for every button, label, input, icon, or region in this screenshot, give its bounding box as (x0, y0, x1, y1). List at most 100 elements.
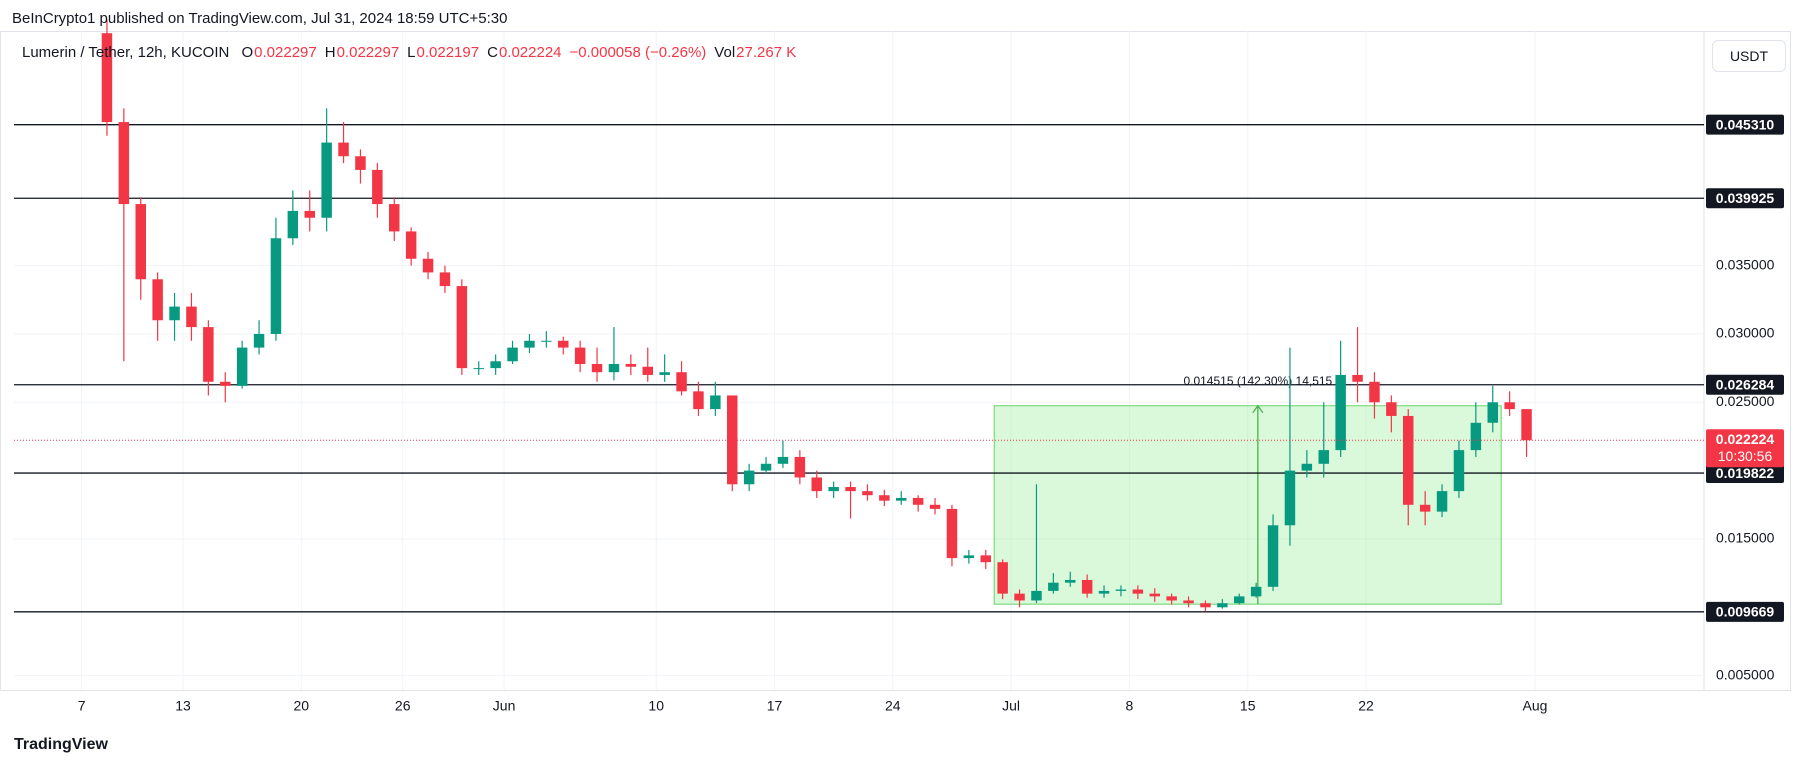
candle-body (1521, 409, 1532, 441)
level-label: 0.009669 (1716, 604, 1775, 620)
candle-body (963, 555, 975, 559)
candle-body (1250, 586, 1262, 597)
candle-body (169, 306, 180, 321)
x-tick-label: 10 (648, 698, 664, 714)
legend-value: −0.000058 (−0.26%) (569, 44, 707, 61)
candle-body (1318, 450, 1329, 464)
candle-body (321, 142, 332, 218)
candle-body (1234, 596, 1245, 604)
candle-body (1335, 374, 1346, 451)
symbol: Lumerin / Tether, 12h, KUCOIN (22, 44, 230, 61)
candle-body (625, 364, 637, 367)
x-tick-label: 24 (885, 698, 901, 714)
candle-body (456, 286, 468, 369)
legend-key: H (324, 44, 336, 61)
candle-body (405, 231, 417, 259)
candle-body (220, 381, 231, 386)
x-tick-label: 15 (1240, 698, 1256, 714)
measure-arrow-head (1252, 404, 1264, 414)
candle-body (896, 497, 907, 501)
level-label-bg (1706, 188, 1784, 209)
candle-body (253, 333, 265, 348)
y-tick-label: 0.025000 (1716, 393, 1775, 409)
measure-box (993, 405, 1502, 605)
legend-key: C (487, 44, 498, 61)
footer-logo: TradingView (14, 736, 108, 753)
legend-value: 0.022197 (416, 44, 480, 61)
candle-body (794, 456, 806, 478)
ohlc-legend: Lumerin / Tether, 12h, KUCOIN O 0.022297 H… (22, 44, 804, 61)
candle-body (422, 258, 434, 273)
candle-body (558, 340, 569, 348)
candle-body (1487, 402, 1498, 423)
candle-body (101, 33, 113, 123)
candle-body (1217, 603, 1228, 608)
candle-body (574, 347, 586, 365)
candle-body (929, 504, 941, 509)
candle-body (118, 122, 130, 205)
candle-body (1115, 589, 1127, 591)
x-tick-label: 20 (294, 698, 310, 714)
x-tick-label: Aug (1523, 698, 1548, 714)
candle-body (1031, 590, 1042, 601)
level-label-bg (1706, 114, 1784, 135)
candle-body (879, 495, 890, 501)
level-label: 0.019822 (1716, 465, 1775, 481)
x-tick-label: 13 (175, 698, 191, 714)
candle-body (287, 210, 299, 239)
candle-body (1352, 374, 1363, 382)
candle-body (828, 487, 839, 492)
candle-body (1419, 504, 1431, 512)
candle-body (355, 156, 366, 170)
candle-body (186, 306, 197, 328)
candle-body (980, 555, 991, 563)
candle-body (152, 279, 163, 321)
legend-key: L (407, 44, 416, 61)
candle-body (912, 497, 924, 505)
candle-body (372, 169, 383, 205)
candle-body (1470, 422, 1482, 451)
candle-body (1504, 402, 1515, 410)
x-tick-label: 17 (767, 698, 783, 714)
candle-body (608, 364, 620, 373)
candle-body (1014, 593, 1025, 601)
candle-body (1132, 589, 1144, 594)
candle-body (270, 238, 282, 334)
candle-body (541, 340, 552, 342)
candle-body (1048, 582, 1059, 591)
candle-body (1453, 450, 1465, 492)
candle-body (1436, 491, 1448, 512)
level-label: 0.026284 (1716, 376, 1775, 392)
currency-button[interactable]: USDT (1712, 40, 1786, 72)
candle-body (997, 562, 1008, 594)
x-tick-label: Jul (1002, 698, 1020, 714)
candle-body (659, 372, 670, 375)
last-price-label: 0.022224 (1716, 431, 1775, 447)
candle-body (1183, 600, 1194, 604)
legend-value: 27.267 K (736, 44, 797, 61)
candle-body (642, 366, 653, 375)
candle-body (676, 372, 687, 392)
level-label-bg (1706, 374, 1784, 395)
candle-body (439, 272, 451, 287)
candle-body (389, 204, 400, 232)
candle-body (743, 470, 755, 485)
candle-body (473, 368, 484, 370)
candle-body (490, 361, 501, 369)
candle-body (760, 463, 772, 471)
candle-body (1200, 603, 1211, 608)
x-tick-label: 7 (78, 698, 86, 714)
candle-body (1166, 596, 1177, 601)
legend-key: O (241, 44, 254, 61)
candle-body (507, 347, 518, 362)
candle-body (1369, 381, 1380, 403)
x-tick-label: Jun (493, 698, 516, 714)
candle-body (1284, 470, 1296, 526)
legend-key: Vol (714, 44, 736, 61)
measure-label: 0.014515 (142.30%) 14,515 (1183, 374, 1332, 388)
legend-value: 0.022297 (336, 44, 400, 61)
last-price-bg (1706, 429, 1784, 468)
candle-body (845, 487, 856, 492)
